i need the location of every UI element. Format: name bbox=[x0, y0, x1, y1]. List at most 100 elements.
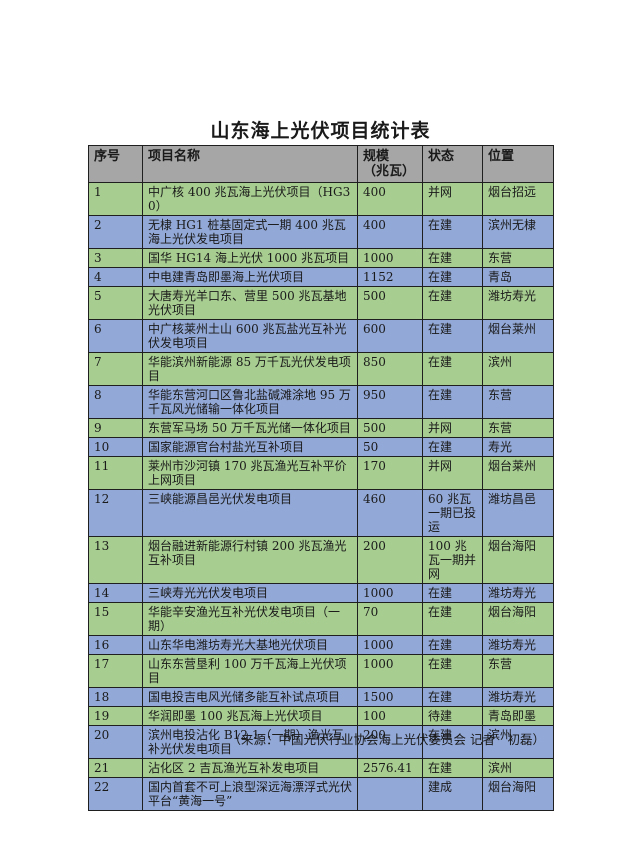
cell-no: 18 bbox=[88, 687, 143, 707]
header-cell-name: 项目名称 bbox=[142, 145, 358, 183]
cell-name: 无棣 HG1 桩基固定式一期 400 兆瓦海上光伏发电项目 bbox=[142, 215, 358, 249]
table-row: 17 山东东营垦利 100 万千瓦海上光伏项目 1000 在建 东营 bbox=[88, 654, 554, 688]
cell-scale: 70 bbox=[357, 602, 423, 636]
cell-scale: 950 bbox=[357, 385, 423, 419]
cell-status: 在建 bbox=[422, 352, 483, 386]
cell-status: 在建 bbox=[422, 654, 483, 688]
cell-no: 17 bbox=[88, 654, 143, 688]
cell-location: 东营 bbox=[482, 385, 554, 419]
cell-status: 在建 bbox=[422, 635, 483, 655]
cell-no: 16 bbox=[88, 635, 143, 655]
table-row: 15 华能辛安渔光互补光伏发电项目（一期） 70 在建 烟台海阳 bbox=[88, 602, 554, 636]
cell-status: 在建 bbox=[422, 687, 483, 707]
cell-scale: 2576.41 bbox=[357, 758, 423, 778]
cell-status: 并网 bbox=[422, 418, 483, 438]
cell-location: 潍坊寿光 bbox=[482, 583, 554, 603]
cell-no: 1 bbox=[88, 182, 143, 216]
cell-name: 中广核 400 兆瓦海上光伏项目（HG30） bbox=[142, 182, 358, 216]
table-row: 11 莱州市沙河镇 170 兆瓦渔光互补平价上网项目 170 并网 烟台莱州 bbox=[88, 456, 554, 490]
table-row: 22 国内首套不可上浪型深远海漂浮式光伏平台“黄海一号” 建成 烟台海阳 bbox=[88, 777, 554, 811]
cell-status: 在建 bbox=[422, 248, 483, 268]
cell-location: 烟台海阳 bbox=[482, 602, 554, 636]
cell-location: 滨州 bbox=[482, 725, 554, 759]
source-note: （来源：中国光伏行业协会海上光伏委员会 记者 初磊） bbox=[228, 732, 545, 747]
cell-scale: 500 bbox=[357, 418, 423, 438]
cell-name: 华润即墨 100 兆瓦海上光伏项目 bbox=[142, 706, 358, 726]
cell-scale: 600 bbox=[357, 319, 423, 353]
projects-table: 序号 项目名称 规模 （兆瓦） 状态 位置 1 中广核 400 兆瓦海上光伏项目（HG30… bbox=[88, 145, 554, 811]
cell-name: 华能东营河口区鲁北盐碱滩涂地 95 万千瓦风光储输一体化项目 bbox=[142, 385, 358, 419]
cell-status: 在建 bbox=[422, 602, 483, 636]
cell-location: 烟台招远 bbox=[482, 182, 554, 216]
cell-name: 国电投吉电风光储多能互补试点项目 bbox=[142, 687, 358, 707]
cell-location: 潍坊昌邑 bbox=[482, 489, 554, 537]
cell-name: 国华 HG14 海上光伏 1000 兆瓦项目 bbox=[142, 248, 358, 268]
cell-status: 在建 bbox=[422, 267, 483, 287]
cell-status: 在建 bbox=[422, 215, 483, 249]
cell-location: 潍坊寿光 bbox=[482, 687, 554, 707]
table-row: 21 沾化区 2 吉瓦渔光互补发电项目 2576.41 在建 滨州 bbox=[88, 758, 554, 778]
cell-no: 9 bbox=[88, 418, 143, 438]
header-cell-location: 位置 bbox=[482, 145, 554, 183]
table-row: 14 三峡寿光光伏发电项目 1000 在建 潍坊寿光 bbox=[88, 583, 554, 603]
cell-location: 烟台海阳 bbox=[482, 536, 554, 584]
cell-name: 烟台融进新能源行村镇 200 兆瓦渔光互补项目 bbox=[142, 536, 358, 584]
cell-no: 22 bbox=[88, 777, 143, 811]
cell-no: 13 bbox=[88, 536, 143, 584]
table-row: 12 三峡能源昌邑光伏发电项目 460 60 兆瓦一期已投运 潍坊昌邑 bbox=[88, 489, 554, 537]
cell-location: 青岛 bbox=[482, 267, 554, 287]
cell-no: 15 bbox=[88, 602, 143, 636]
cell-status: 在建 bbox=[422, 758, 483, 778]
cell-scale: 100 bbox=[357, 706, 423, 726]
cell-no: 10 bbox=[88, 437, 143, 457]
cell-scale: 1000 bbox=[357, 635, 423, 655]
cell-no: 7 bbox=[88, 352, 143, 386]
table-row: 7 华能滨州新能源 85 万千瓦光伏发电项目 850 在建 滨州 bbox=[88, 352, 554, 386]
cell-location: 烟台海阳 bbox=[482, 777, 554, 811]
cell-name: 三峡能源昌邑光伏发电项目 bbox=[142, 489, 358, 537]
cell-name: 三峡寿光光伏发电项目 bbox=[142, 583, 358, 603]
cell-status: 并网 bbox=[422, 182, 483, 216]
cell-no: 5 bbox=[88, 286, 143, 320]
table-header-row: 序号 项目名称 规模 （兆瓦） 状态 位置 bbox=[88, 145, 554, 183]
table-row: 19 华润即墨 100 兆瓦海上光伏项目 100 待建 青岛即墨 bbox=[88, 706, 554, 726]
page-title: 山东海上光伏项目统计表 bbox=[210, 120, 431, 142]
cell-scale: 1000 bbox=[357, 248, 423, 268]
cell-scale bbox=[357, 777, 423, 811]
cell-no: 2 bbox=[88, 215, 143, 249]
cell-location: 烟台莱州 bbox=[482, 319, 554, 353]
cell-no: 20 bbox=[88, 725, 143, 759]
cell-status: 在建 bbox=[422, 437, 483, 457]
cell-location: 潍坊寿光 bbox=[482, 286, 554, 320]
cell-name: 大唐寿光羊口东、营里 500 兆瓦基地光伏项目 bbox=[142, 286, 358, 320]
cell-status: 在建 bbox=[422, 385, 483, 419]
cell-name: 沾化区 2 吉瓦渔光互补发电项目 bbox=[142, 758, 358, 778]
cell-name: 华能辛安渔光互补光伏发电项目（一期） bbox=[142, 602, 358, 636]
cell-name: 中广核莱州土山 600 兆瓦盐光互补光伏发电项目 bbox=[142, 319, 358, 353]
table-row: 2 无棣 HG1 桩基固定式一期 400 兆瓦海上光伏发电项目 400 在建 滨州无棣 bbox=[88, 215, 554, 249]
cell-scale: 400 bbox=[357, 215, 423, 249]
cell-name: 华能滨州新能源 85 万千瓦光伏发电项目 bbox=[142, 352, 358, 386]
table-row: 9 东营军马场 50 万千瓦光储一体化项目 500 并网 东营 bbox=[88, 418, 554, 438]
cell-no: 8 bbox=[88, 385, 143, 419]
table-row: 4 中电建青岛即墨海上光伏项目 1152 在建 青岛 bbox=[88, 267, 554, 287]
cell-status: 建成 bbox=[422, 777, 483, 811]
cell-no: 19 bbox=[88, 706, 143, 726]
cell-location: 东营 bbox=[482, 418, 554, 438]
header-cell-scale: 规模 （兆瓦） bbox=[357, 145, 423, 183]
cell-name: 东营军马场 50 万千瓦光储一体化项目 bbox=[142, 418, 358, 438]
table-row: 6 中广核莱州土山 600 兆瓦盐光互补光伏发电项目 600 在建 烟台莱州 bbox=[88, 319, 554, 353]
cell-no: 4 bbox=[88, 267, 143, 287]
header-cell-status: 状态 bbox=[422, 145, 483, 183]
table-row: 18 国电投吉电风光储多能互补试点项目 1500 在建 潍坊寿光 bbox=[88, 687, 554, 707]
cell-name: 山东华电潍坊寿光大基地光伏项目 bbox=[142, 635, 358, 655]
cell-scale: 500 bbox=[357, 286, 423, 320]
cell-location: 青岛即墨 bbox=[482, 706, 554, 726]
cell-status: 在建 bbox=[422, 286, 483, 320]
table-row: 16 山东华电潍坊寿光大基地光伏项目 1000 在建 潍坊寿光 bbox=[88, 635, 554, 655]
cell-scale: 200 bbox=[357, 725, 423, 759]
cell-scale: 460 bbox=[357, 489, 423, 537]
table-row: 5 大唐寿光羊口东、营里 500 兆瓦基地光伏项目 500 在建 潍坊寿光 bbox=[88, 286, 554, 320]
cell-status: 待建 bbox=[422, 706, 483, 726]
